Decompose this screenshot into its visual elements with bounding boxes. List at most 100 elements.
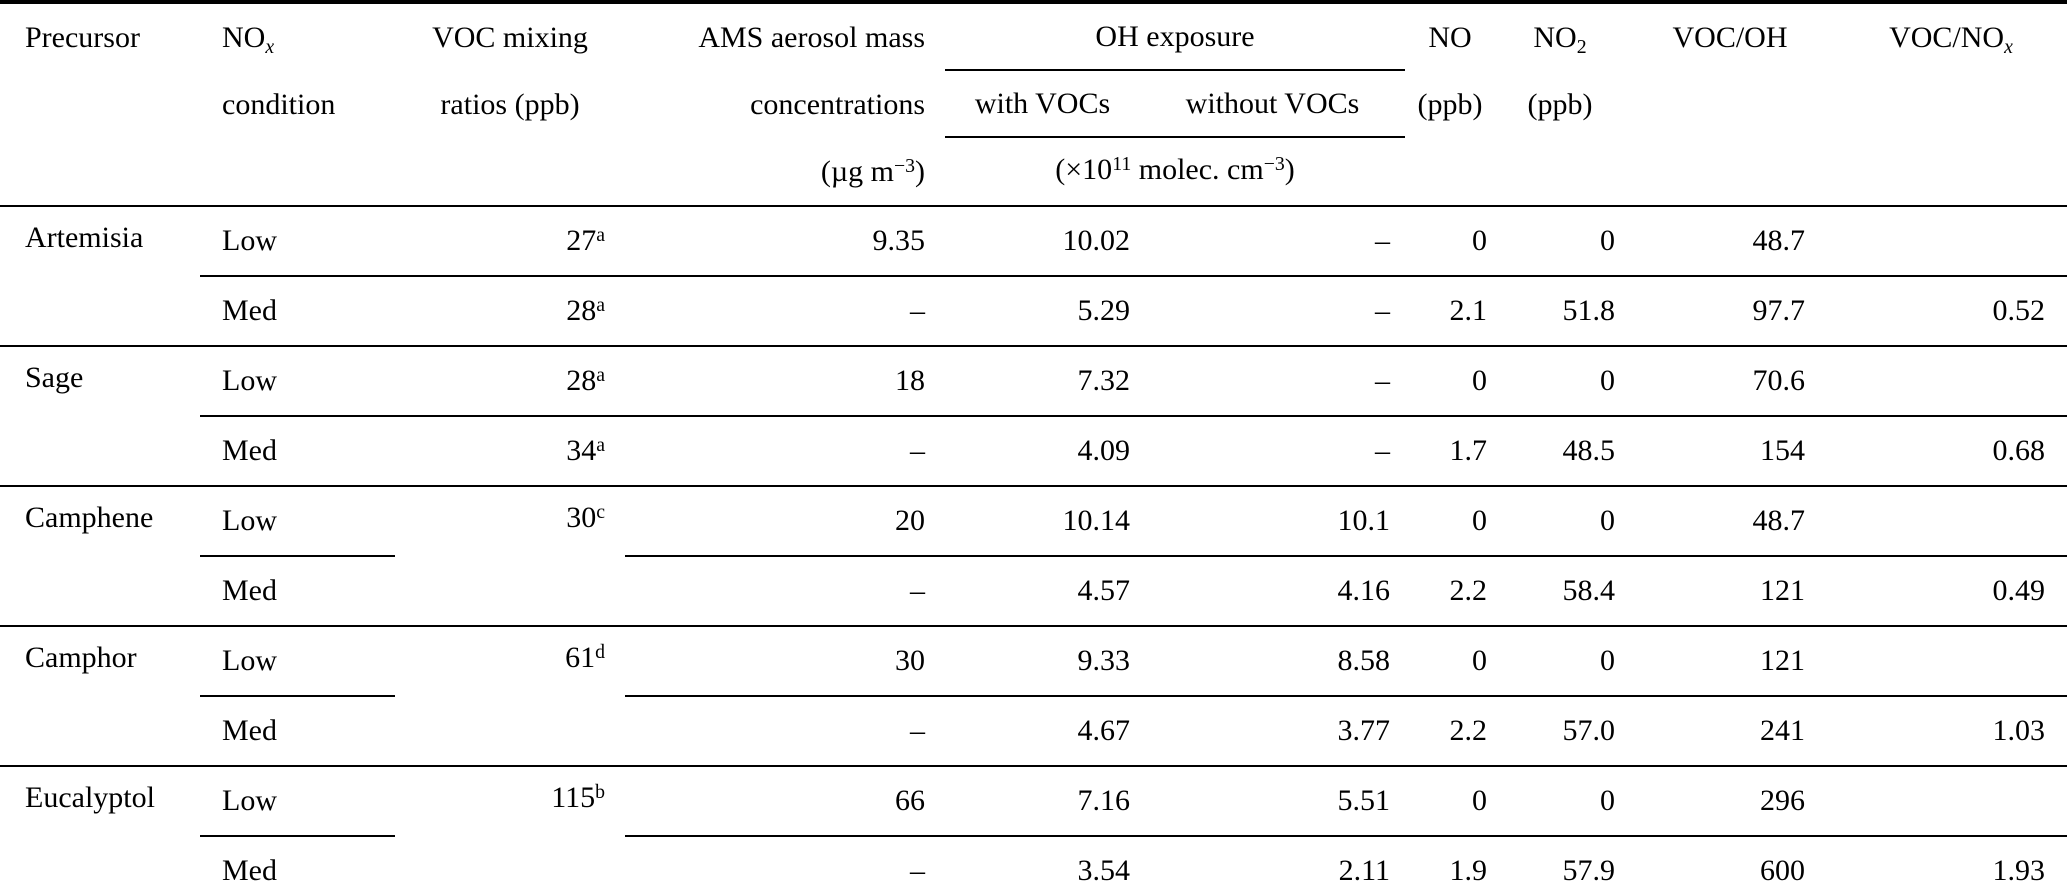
cell-voc-mixing-ratio: 30c [395,485,625,626]
cell-nox-condition: Low [200,345,395,417]
col-header-precursor: Precursor [0,2,200,207]
cell-oh-exposure-without-vocs: 8.58 [1140,625,1405,697]
cell-no2: 0 [1495,765,1625,837]
cell-no: 2.2 [1449,714,1488,747]
cell-nox-condition: Med [222,714,277,747]
cell-oh-exposure-with-vocs: 4.57 [1077,574,1131,607]
col-header-ams-mass-concentration: AMS aerosol mass concentrations (µg m−3) [625,2,945,207]
precursor-group-artemisia: Artemisia Low 27a 9.35 10.02–0 0 48.7 Med 28a –5.… [0,206,2067,346]
table-header: Precursor NOx condition VOC mixing ratio… [0,2,2067,207]
cell-oh-exposure-with-vocs: 3.54 [1077,854,1131,887]
cell-no2: 0 [1495,345,1625,417]
cell-voc-oh-ratio: 241 [1760,714,1805,747]
header-line: NO2 [1533,21,1587,58]
cell-no2: 57.9 [1562,854,1616,887]
cell-oh-exposure-with-vocs: 4.67 [1077,714,1131,747]
cell-no: 0 [1405,345,1495,417]
cell-precursor: Camphor [0,625,200,766]
cell-voc-oh-ratio: 70.6 [1625,345,1835,417]
cell-ams-mass: – [910,574,925,607]
oh-exposure-subheaders: with VOCs without VOCs [945,71,1405,138]
cell-voc-nox-ratio: 1.93 [1992,854,2046,887]
header-line: NO [1428,21,1472,54]
table-row: Camphene Low 30c 20 10.14 10.1 0 0 48.7 [0,485,2067,626]
header-line: condition [222,88,336,121]
cell-oh-exposure-with-vocs: 7.32 [945,345,1140,417]
cell-oh-exposure-without-vocs: 4.16 [1337,574,1391,607]
cell-nox-condition: Low [200,625,395,697]
header-line: (ppb) [1417,88,1483,121]
cell-voc-mixing-ratio: 61d [395,625,625,766]
cell-nox-condition: Med [222,434,277,467]
header-line: VOC/OH [1672,21,1788,54]
cell-voc-nox-ratio: 1.03 [1992,714,2046,747]
cell-oh-exposure-with-vocs: 9.33 [945,625,1140,697]
cell-voc-mixing-ratio: 34a [566,434,605,467]
cell-nox-condition: Med [222,854,277,887]
cell-voc-mixing-ratio: 27a [395,206,625,277]
cell-voc-nox-ratio [1835,765,2067,837]
cell-ams-mass: – [910,854,925,887]
table-row: Camphor Low 61d 30 9.33 8.58 0 0 121 [0,625,2067,766]
col-header-voc-oh-ratio: VOC/OH [1625,2,1835,207]
cell-no: 1.9 [1449,854,1488,887]
cell-nox-condition: Med [222,574,277,607]
cell-voc-oh-ratio: 48.7 [1625,206,1835,277]
precursor-group-camphene: Camphene Low 30c 20 10.14 10.1 0 0 48.7 Med –4.57 4… [0,485,2067,626]
cell-no2: 58.4 [1562,574,1616,607]
oh-exposure-units: (×1011 molec. cm−3) [1055,153,1295,186]
precursor-group-eucalyptol: Eucalyptol Low 115b 66 7.16 5.51 0 0 296 Med –3.54… [0,765,2067,891]
cell-no2: 0 [1495,625,1625,697]
cell-precursor: Camphene [0,485,200,626]
col-header-oh-exposure: OH exposure with VOCs without VOCs (×101… [945,2,1405,207]
col-header-nox-condition: NOx condition [200,2,395,207]
table-row: Artemisia Low 27a 9.35 10.02–0 0 48.7 [0,206,2067,277]
precursor-group-camphor: Camphor Low 61d 30 9.33 8.58 0 0 121 Med –4.67 3.77… [0,625,2067,766]
cell-ams-mass: 20 [625,485,945,557]
cell-voc-oh-ratio: 296 [1625,765,1835,837]
cell-oh-exposure-without-vocs: 3.77 [1337,714,1391,747]
cell-no2: 0 [1495,206,1625,277]
cell-no: 0 [1405,625,1495,697]
cell-precursor: Artemisia [25,221,144,254]
cell-voc-nox-ratio: 0.68 [1992,434,2046,467]
col-header-no: NO (ppb) [1405,2,1495,207]
cell-voc-oh-ratio: 97.7 [1752,294,1806,327]
cell-voc-oh-ratio: 121 [1760,574,1805,607]
cell-nox-condition: Low [200,206,395,277]
cell-no: 2.2 [1449,574,1488,607]
header-line: (ppb) [1527,88,1593,121]
col-header-voc-mixing-ratios: VOC mixing ratios (ppb) [395,2,625,207]
cell-ams-mass: 30 [625,625,945,697]
cell-ams-mass: – [910,714,925,747]
header-line: (µg m−3) [820,155,925,188]
cell-oh-exposure-without-vocs: 2.11 [1338,854,1390,887]
cell-voc-nox-ratio: 0.52 [1992,294,2046,327]
cell-no2: 57.0 [1562,714,1616,747]
cell-oh-exposure-with-vocs: 4.09 [1077,434,1131,467]
table-row: Med 34a – 4.09 – 1.7 48.5 154 0.68 [0,416,2067,486]
header-line: VOC/NOx [1889,21,2013,58]
oh-exposure-group-label: OH exposure [945,4,1405,71]
cell-voc-nox-ratio [1835,485,2067,557]
col-header-oh-without-vocs: without VOCs [1185,87,1360,120]
header-row: Precursor NOx condition VOC mixing ratio… [0,2,2067,207]
table-row: Med – 4.57 4.16 2.2 58.4 121 0.49 [0,556,2067,626]
cell-no: 1.7 [1449,434,1488,467]
cell-voc-nox-ratio [1835,625,2067,697]
cell-oh-exposure-with-vocs: 10.02 [945,206,1140,277]
cell-precursor: Eucalyptol [0,765,200,891]
table-row: Med – 3.54 2.11 1.9 57.9 600 1.93 [0,836,2067,891]
cell-oh-exposure-with-vocs: 10.14 [945,485,1140,557]
cell-voc-oh-ratio: 600 [1760,854,1805,887]
cell-nox-condition: Low [200,485,395,557]
cell-oh-exposure-with-vocs: 7.16 [945,765,1140,837]
cell-no: 0 [1405,485,1495,557]
cell-oh-exposure-without-vocs: – [1375,434,1390,467]
cell-no: 0 [1405,765,1495,837]
header-line: concentrations [750,88,925,121]
cell-voc-mixing-ratio: 115b [395,765,625,891]
precursor-group-sage: Sage Low 28a 18 7.32–0 0 70.6 Med 34a –4.09–1.7 48… [0,345,2067,486]
cell-oh-exposure-without-vocs: – [1140,345,1405,417]
